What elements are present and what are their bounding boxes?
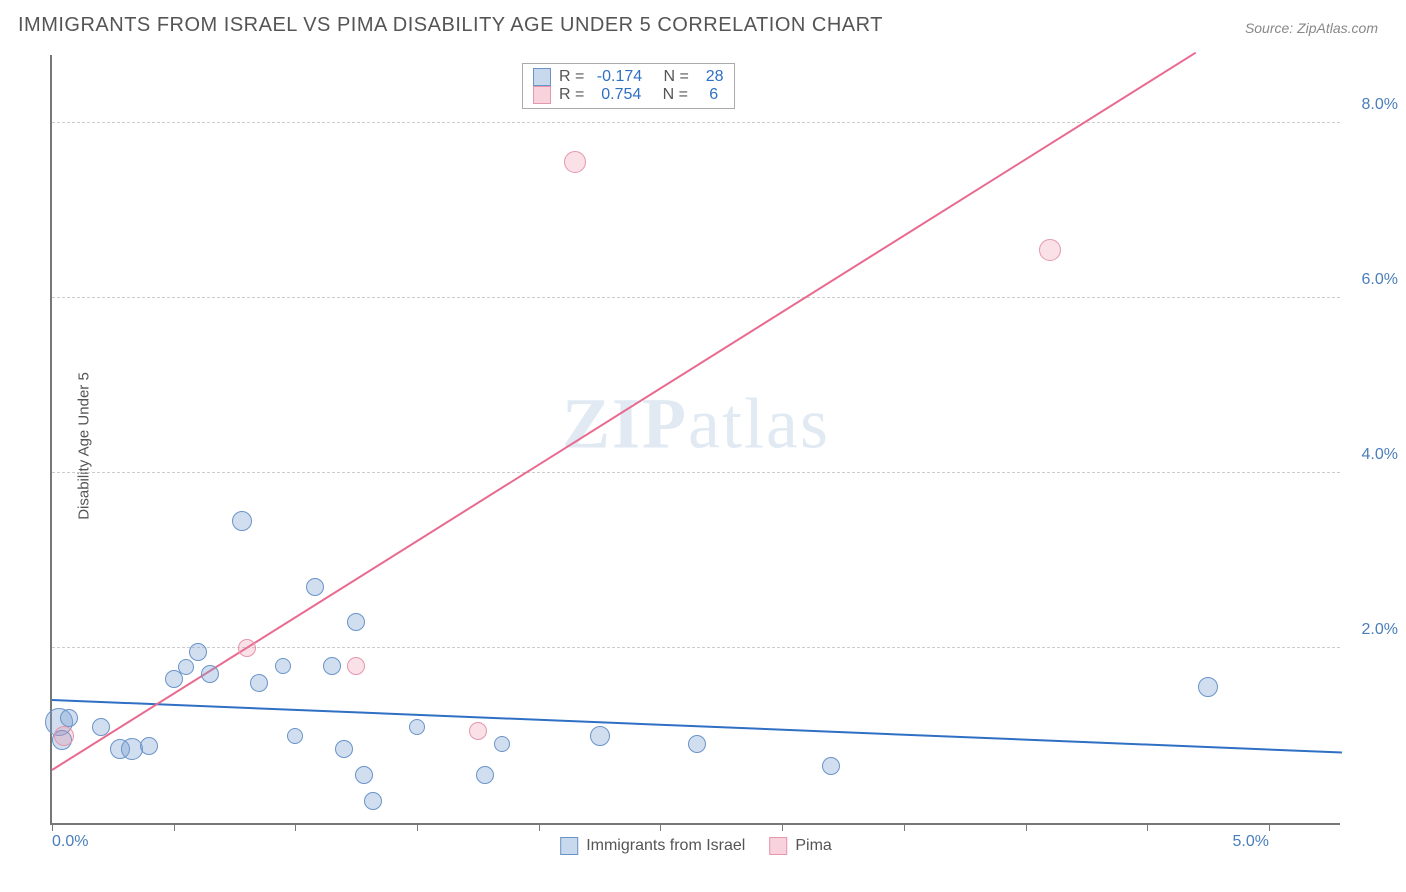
y-tick-label: 4.0% — [1362, 446, 1398, 464]
scatter-point — [335, 740, 353, 758]
x-tick — [417, 823, 418, 831]
y-tick-label: 6.0% — [1362, 271, 1398, 289]
source-link[interactable]: ZipAtlas.com — [1297, 20, 1378, 36]
scatter-point — [347, 613, 365, 631]
scatter-point — [60, 709, 78, 727]
y-tick-label: 8.0% — [1362, 96, 1398, 114]
source-attribution: Source: ZipAtlas.com — [1245, 20, 1378, 36]
scatter-point — [347, 657, 365, 675]
scatter-point — [232, 511, 252, 531]
scatter-point — [564, 151, 586, 173]
x-tick — [1269, 823, 1270, 831]
legend-r-label: R = — [559, 68, 589, 86]
legend-item: Immigrants from Israel — [560, 837, 745, 855]
chart-title: IMMIGRANTS FROM ISRAEL VS PIMA DISABILIT… — [18, 14, 883, 37]
legend-swatch — [560, 837, 578, 855]
trend-line — [51, 51, 1196, 770]
legend-n-value: 28 — [701, 68, 723, 86]
scatter-point — [140, 737, 158, 755]
x-tick-label: 0.0% — [52, 833, 88, 851]
x-tick — [174, 823, 175, 831]
gridline-h — [52, 297, 1340, 298]
scatter-plot-area: ZIPatlas 2.0%4.0%6.0%8.0%0.0%5.0%R = -0.… — [50, 55, 1340, 825]
legend-r-value: 0.754 — [597, 86, 641, 104]
legend-item: Pima — [769, 837, 831, 855]
scatter-point — [476, 766, 494, 784]
x-tick — [1026, 823, 1027, 831]
scatter-point — [323, 657, 341, 675]
legend-row: R = 0.754 N = 6 — [533, 86, 724, 104]
x-tick — [52, 823, 53, 831]
x-tick-label: 5.0% — [1233, 833, 1269, 851]
x-tick — [660, 823, 661, 831]
legend-r-label: R = — [559, 86, 589, 104]
legend-r-value: -0.174 — [597, 68, 642, 86]
scatter-point — [409, 719, 425, 735]
source-prefix: Source: — [1245, 20, 1297, 36]
scatter-point — [189, 643, 207, 661]
legend-n-value: 6 — [700, 86, 718, 104]
scatter-point — [287, 728, 303, 744]
scatter-point — [364, 792, 382, 810]
scatter-point — [250, 674, 268, 692]
scatter-point — [688, 735, 706, 753]
legend-label: Immigrants from Israel — [586, 837, 745, 855]
x-tick — [782, 823, 783, 831]
legend-n-label: N = — [649, 86, 692, 104]
legend-n-label: N = — [650, 68, 693, 86]
scatter-point — [201, 665, 219, 683]
scatter-point — [469, 722, 487, 740]
gridline-h — [52, 122, 1340, 123]
y-tick-label: 2.0% — [1362, 621, 1398, 639]
series-legend: Immigrants from Israel Pima — [560, 837, 832, 855]
scatter-point — [306, 578, 324, 596]
scatter-point — [822, 757, 840, 775]
scatter-point — [494, 736, 510, 752]
scatter-point — [355, 766, 373, 784]
gridline-h — [52, 472, 1340, 473]
scatter-point — [1039, 239, 1061, 261]
scatter-point — [1198, 677, 1218, 697]
legend-swatch — [533, 86, 551, 104]
x-tick — [539, 823, 540, 831]
legend-swatch — [769, 837, 787, 855]
scatter-point — [590, 726, 610, 746]
x-tick — [295, 823, 296, 831]
watermark-rest: atlas — [688, 383, 830, 463]
legend-swatch — [533, 68, 551, 86]
watermark-bold: ZIP — [562, 383, 688, 463]
legend-label: Pima — [795, 837, 831, 855]
scatter-point — [54, 726, 74, 746]
legend-row: R = -0.174 N = 28 — [533, 68, 724, 86]
x-tick — [1147, 823, 1148, 831]
scatter-point — [275, 658, 291, 674]
correlation-legend: R = -0.174 N = 28R = 0.754 N = 6 — [522, 63, 735, 109]
scatter-point — [178, 659, 194, 675]
scatter-point — [238, 639, 256, 657]
scatter-point — [92, 718, 110, 736]
x-tick — [904, 823, 905, 831]
